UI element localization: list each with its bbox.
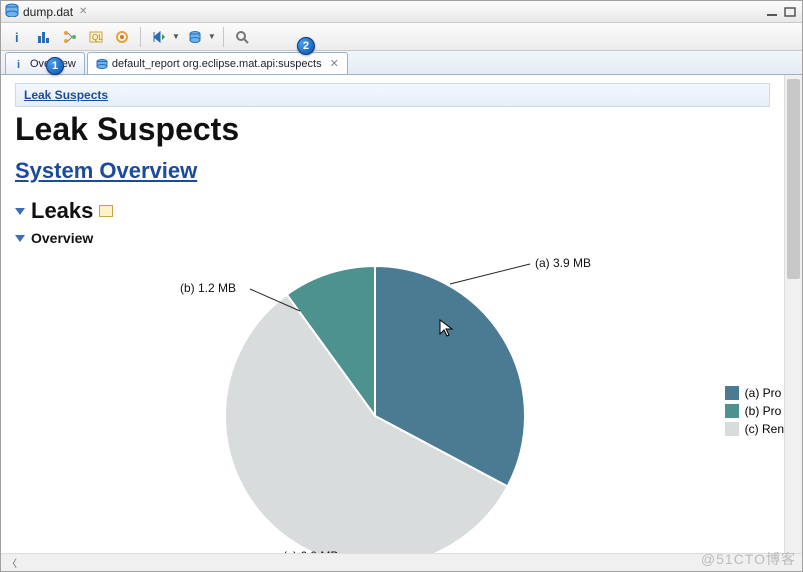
- thread-icon[interactable]: [111, 26, 133, 48]
- tab-close-icon[interactable]: ✕: [79, 6, 87, 17]
- toolbar-separator: [223, 27, 224, 47]
- editor-tabs: i Overview default_report org.eclipse.ma…: [1, 51, 802, 75]
- tab-overview[interactable]: i Overview: [5, 52, 85, 74]
- histogram-icon[interactable]: [33, 26, 55, 48]
- scrollbar-thumb[interactable]: [787, 79, 800, 279]
- callout-a: (a) 3.9 MB: [535, 256, 591, 270]
- annotation-badge: 1: [46, 57, 64, 75]
- system-overview-link[interactable]: System Overview: [15, 158, 770, 184]
- oql-icon[interactable]: QL: [85, 26, 107, 48]
- close-icon[interactable]: ✕: [330, 57, 339, 70]
- tab-suspects-report[interactable]: default_report org.eclipse.mat.api:suspe…: [87, 52, 348, 74]
- disclosure-triangle-icon: [15, 208, 25, 215]
- toolbar-separator: [140, 27, 141, 47]
- dropdown-arrow-icon[interactable]: ▼: [208, 32, 216, 41]
- legend-label: (b) Pro: [745, 404, 782, 418]
- legend-label: (a) Pro: [745, 386, 782, 400]
- callout-label: (a) 3.9 MB: [535, 256, 591, 270]
- pie-chart: (a) 3.9 MB (b) 1.2 MB (c) 6.9 MB (a) Pro: [15, 256, 770, 553]
- section-label: Leaks: [31, 198, 93, 224]
- breadcrumb: Leak Suspects: [15, 83, 770, 107]
- pie-svg: [205, 261, 545, 553]
- db-icon: [5, 3, 19, 20]
- svg-text:QL: QL: [92, 33, 103, 42]
- breadcrumb-link[interactable]: Leak Suspects: [24, 88, 108, 102]
- scroll-left-icon[interactable]: 〈: [3, 555, 21, 570]
- annotation-badge: 2: [297, 37, 315, 55]
- legend-item: (c) Ren: [725, 422, 784, 436]
- section-label: Overview: [31, 230, 93, 246]
- legend-swatch: [725, 386, 739, 400]
- tab-label: default_report org.eclipse.mat.api:suspe…: [112, 58, 322, 70]
- callout-label: (b) 1.2 MB: [180, 281, 236, 295]
- legend-label: (c) Ren: [745, 422, 784, 436]
- section-leaks[interactable]: Leaks: [15, 198, 770, 224]
- info-icon: i: [14, 58, 26, 70]
- disclosure-triangle-icon: [15, 235, 25, 242]
- callout-c: (c) 6.9 MB: [283, 549, 338, 553]
- query-db-icon[interactable]: [184, 26, 206, 48]
- run-report-icon[interactable]: [148, 26, 170, 48]
- legend-swatch: [725, 404, 739, 418]
- svg-text:i: i: [15, 30, 19, 44]
- content-area: Leak Suspects Leak Suspects System Overv…: [1, 75, 802, 553]
- dominator-tree-icon[interactable]: [59, 26, 81, 48]
- callout-label: (c) 6.9 MB: [283, 549, 338, 553]
- search-icon[interactable]: [231, 26, 253, 48]
- svg-text:i: i: [17, 59, 20, 70]
- report-body: Leak Suspects Leak Suspects System Overv…: [1, 75, 784, 553]
- legend-swatch: [725, 422, 739, 436]
- dropdown-arrow-icon[interactable]: ▼: [172, 32, 180, 41]
- window-title: dump.dat: [23, 5, 73, 19]
- toc-icon: [99, 205, 113, 217]
- legend-item: (b) Pro: [725, 404, 784, 418]
- legend: (a) Pro (b) Pro (c) Ren: [725, 386, 784, 440]
- db-icon: [96, 58, 108, 70]
- page-title: Leak Suspects: [15, 111, 770, 148]
- legend-item: (a) Pro: [725, 386, 784, 400]
- section-overview[interactable]: Overview: [15, 230, 770, 246]
- callout-b: (b) 1.2 MB: [180, 281, 236, 295]
- title-bar: dump.dat ✕: [1, 1, 802, 23]
- cursor-icon: [439, 319, 455, 339]
- info-icon[interactable]: i: [7, 26, 29, 48]
- horizontal-scrollbar[interactable]: 〈: [1, 553, 802, 571]
- vertical-scrollbar[interactable]: [784, 75, 802, 553]
- watermark: @51CTO博客: [701, 549, 796, 569]
- toolbar: i QL ▼ ▼: [1, 23, 802, 51]
- minimize-button[interactable]: [764, 5, 780, 19]
- app-window: dump.dat ✕ i QL ▼ ▼ i Overview default_r…: [0, 0, 803, 572]
- maximize-button[interactable]: [782, 5, 798, 19]
